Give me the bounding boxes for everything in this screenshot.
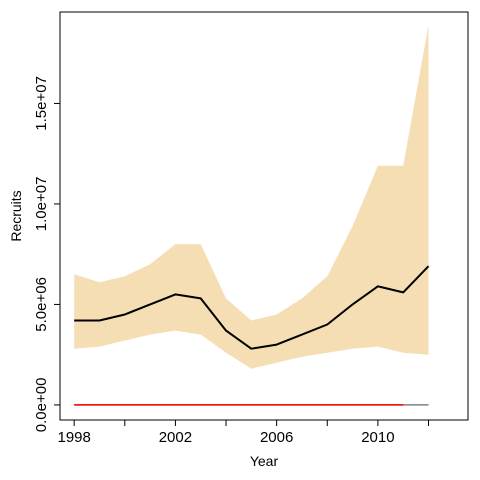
x-tick-label: 1998 [57,429,90,446]
x-axis: 1998 2002 2006 2010 [57,420,430,446]
y-axis: 0.0e+00 5.0e+06 1.0e+07 1.5e+07 [33,76,60,432]
y-tick-label: 1.0e+07 [33,177,50,232]
y-tick-label: 5.0e+06 [33,277,50,332]
x-axis-title: Year [250,453,279,469]
confidence-band [74,25,429,369]
y-tick-label: 0.0e+00 [33,378,50,433]
data-layer [74,25,430,406]
y-axis-title: Recruits [8,190,24,241]
y-tick-label: 1.5e+07 [33,76,50,131]
median-line [74,265,430,350]
x-tick-label: 2010 [361,429,394,446]
x-tick-label: 2006 [260,429,293,446]
plot-frame [59,11,469,421]
x-tick-label: 2002 [159,429,192,446]
